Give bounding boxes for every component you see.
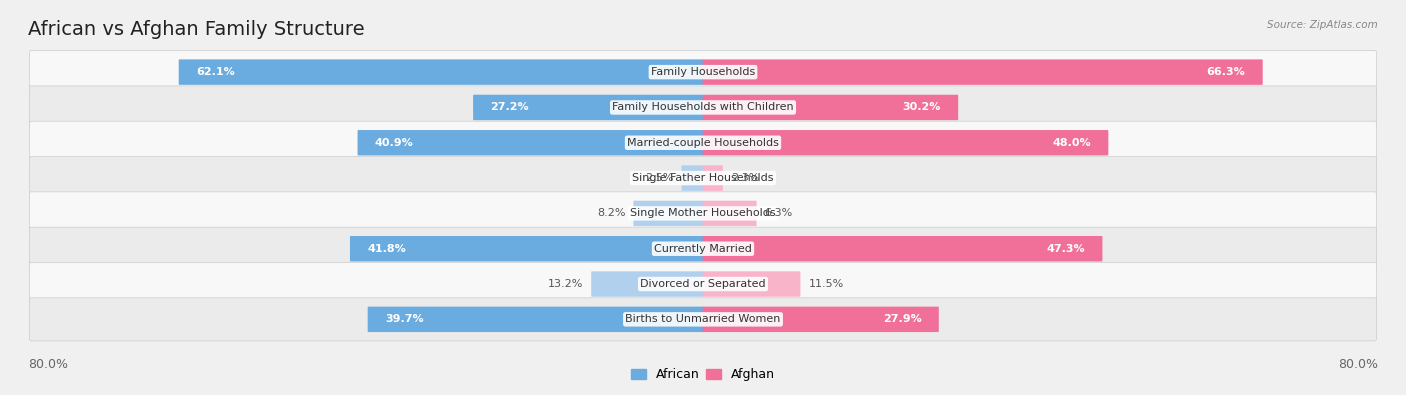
FancyBboxPatch shape bbox=[703, 166, 723, 191]
FancyBboxPatch shape bbox=[179, 59, 703, 85]
Text: 2.5%: 2.5% bbox=[645, 173, 673, 183]
FancyBboxPatch shape bbox=[30, 121, 1376, 164]
Text: 39.7%: 39.7% bbox=[385, 314, 423, 324]
FancyBboxPatch shape bbox=[633, 201, 703, 226]
Text: 2.3%: 2.3% bbox=[731, 173, 759, 183]
Text: African vs Afghan Family Structure: African vs Afghan Family Structure bbox=[28, 20, 364, 39]
FancyBboxPatch shape bbox=[682, 166, 703, 191]
Text: Family Households: Family Households bbox=[651, 67, 755, 77]
FancyBboxPatch shape bbox=[30, 298, 1376, 341]
FancyBboxPatch shape bbox=[368, 307, 703, 332]
FancyBboxPatch shape bbox=[703, 307, 939, 332]
Text: 47.3%: 47.3% bbox=[1046, 244, 1085, 254]
FancyBboxPatch shape bbox=[703, 236, 1102, 261]
Text: 27.2%: 27.2% bbox=[491, 102, 529, 113]
Text: Married-couple Households: Married-couple Households bbox=[627, 138, 779, 148]
Text: 27.9%: 27.9% bbox=[883, 314, 921, 324]
FancyBboxPatch shape bbox=[472, 95, 703, 120]
FancyBboxPatch shape bbox=[357, 130, 703, 156]
Text: 66.3%: 66.3% bbox=[1206, 67, 1246, 77]
Text: 62.1%: 62.1% bbox=[195, 67, 235, 77]
Text: Divorced or Separated: Divorced or Separated bbox=[640, 279, 766, 289]
FancyBboxPatch shape bbox=[30, 86, 1376, 129]
Legend: African, Afghan: African, Afghan bbox=[626, 363, 780, 386]
Text: 48.0%: 48.0% bbox=[1053, 138, 1091, 148]
Text: 80.0%: 80.0% bbox=[1339, 358, 1378, 371]
Text: 30.2%: 30.2% bbox=[903, 102, 941, 113]
FancyBboxPatch shape bbox=[30, 156, 1376, 199]
Text: Births to Unmarried Women: Births to Unmarried Women bbox=[626, 314, 780, 324]
FancyBboxPatch shape bbox=[703, 95, 959, 120]
FancyBboxPatch shape bbox=[591, 271, 703, 297]
FancyBboxPatch shape bbox=[703, 59, 1263, 85]
FancyBboxPatch shape bbox=[30, 192, 1376, 235]
Text: Currently Married: Currently Married bbox=[654, 244, 752, 254]
FancyBboxPatch shape bbox=[350, 236, 703, 261]
FancyBboxPatch shape bbox=[30, 51, 1376, 94]
Text: Family Households with Children: Family Households with Children bbox=[612, 102, 794, 113]
FancyBboxPatch shape bbox=[30, 263, 1376, 306]
Text: 80.0%: 80.0% bbox=[28, 358, 67, 371]
FancyBboxPatch shape bbox=[703, 130, 1108, 156]
Text: Source: ZipAtlas.com: Source: ZipAtlas.com bbox=[1267, 20, 1378, 30]
FancyBboxPatch shape bbox=[703, 201, 756, 226]
Text: 40.9%: 40.9% bbox=[375, 138, 413, 148]
FancyBboxPatch shape bbox=[703, 271, 800, 297]
Text: 13.2%: 13.2% bbox=[548, 279, 583, 289]
Text: Single Mother Households: Single Mother Households bbox=[630, 209, 776, 218]
Text: 8.2%: 8.2% bbox=[598, 209, 626, 218]
Text: Single Father Households: Single Father Households bbox=[633, 173, 773, 183]
Text: 11.5%: 11.5% bbox=[808, 279, 844, 289]
Text: 6.3%: 6.3% bbox=[765, 209, 793, 218]
Text: 41.8%: 41.8% bbox=[367, 244, 406, 254]
FancyBboxPatch shape bbox=[30, 227, 1376, 270]
